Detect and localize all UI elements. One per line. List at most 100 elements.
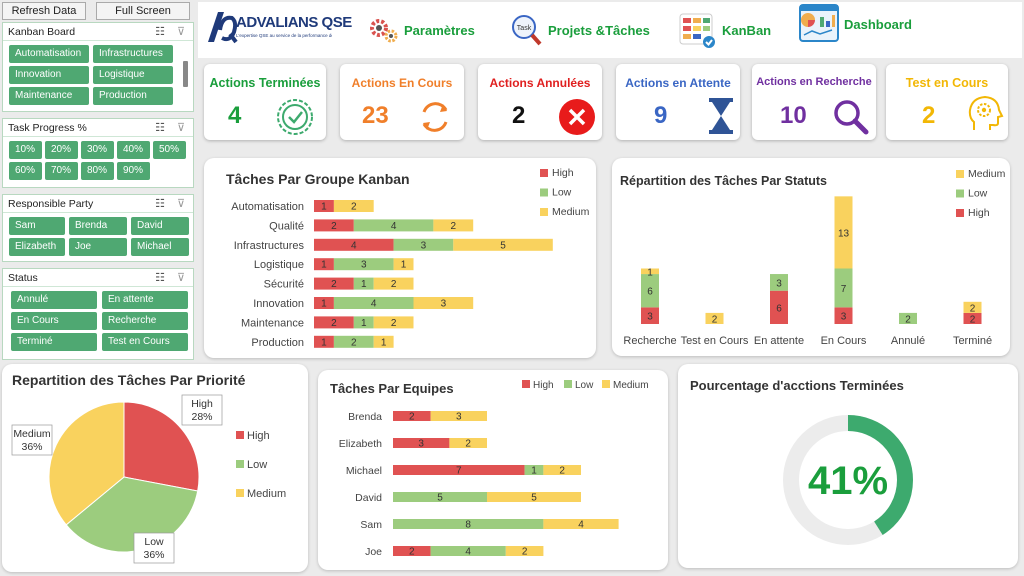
slicer-item-90[interactable]: 90%	[117, 162, 150, 180]
data-label: 2	[465, 439, 471, 450]
data-label: 2	[331, 279, 337, 290]
data-label: 4	[371, 299, 377, 310]
legend-label-medium: Medium	[613, 380, 649, 391]
bar-medium	[449, 438, 487, 448]
full-screen-button[interactable]: Full Screen	[96, 2, 190, 20]
slicer-item-david[interactable]: David	[131, 217, 189, 235]
category-label: Joe	[365, 546, 382, 558]
bar-high	[314, 316, 354, 329]
category-label: Qualité	[269, 220, 304, 232]
nav-projets-taches[interactable]: Task Projets &Tâches	[508, 12, 650, 48]
slicer-item-joe[interactable]: Joe	[69, 238, 127, 256]
slicer-item-20[interactable]: 20%	[45, 141, 78, 159]
slicer-scrollbar[interactable]	[183, 61, 188, 87]
nav-parametres[interactable]: Paramètres	[368, 12, 475, 48]
legend-label-high: High	[533, 380, 554, 391]
bar-medium	[705, 312, 724, 324]
legend-swatch-high	[956, 209, 964, 217]
category-label: Infrastructures	[234, 240, 305, 252]
slicer-item-elizabeth[interactable]: Elizabeth	[9, 238, 65, 256]
slicer-item-30[interactable]: 30%	[81, 141, 114, 159]
slicer-item-en-attente[interactable]: En attente	[102, 291, 188, 309]
data-label: 3	[421, 240, 427, 251]
bar-high	[393, 438, 450, 448]
data-label: 2	[451, 221, 457, 232]
bar-low	[899, 312, 917, 324]
slicer-item-10[interactable]: 10%	[9, 141, 42, 159]
slicer-item-automatisation[interactable]: Automatisation	[9, 45, 89, 63]
slicer-task-progress: Task Progress % ☷ ⊽ 10% 20% 30% 40% 50% …	[2, 118, 194, 188]
data-label: 7	[456, 466, 462, 477]
bar-high	[314, 200, 334, 212]
dashboard-icon	[799, 4, 839, 42]
legend-label-low: Low	[968, 188, 988, 200]
slicer-kanban-board: Kanban Board ☷ ⊽ Automatisation Infrastr…	[2, 22, 194, 112]
bar-low	[333, 335, 374, 348]
slicer-item-brenda[interactable]: Brenda	[69, 217, 127, 235]
slicer-item-production[interactable]: Production	[93, 87, 173, 105]
legend-swatch-medium	[956, 170, 964, 178]
slicer-item-recherche[interactable]: Recherche	[102, 312, 188, 330]
multi-select-icon[interactable]: ☷	[155, 26, 165, 38]
slicer-item-maintenance[interactable]: Maintenance	[9, 87, 89, 105]
legend-label-medium: Medium	[552, 206, 590, 218]
svg-text:Task: Task	[517, 25, 532, 32]
bar-low	[641, 274, 659, 308]
clear-filter-icon[interactable]: ⊽	[176, 198, 185, 210]
refresh-data-button[interactable]: Refresh Data	[2, 2, 86, 20]
kpi-actions-en-recherche: Actions en Recherche 10	[752, 64, 876, 140]
legend-swatch-low	[540, 188, 548, 197]
multi-select-icon[interactable]: ☷	[155, 198, 165, 210]
category-label: Automatisation	[231, 201, 304, 213]
slicer-item-sam[interactable]: Sam	[9, 217, 65, 235]
multi-select-icon[interactable]: ☷	[155, 122, 165, 134]
bar-low	[430, 546, 506, 556]
pie-slice-high	[123, 401, 200, 492]
slicer-item-50[interactable]: 50%	[153, 141, 186, 159]
bar-medium	[543, 519, 619, 529]
slicer-item-infrastructures[interactable]: Infrastructures	[93, 45, 173, 63]
bar-high	[314, 297, 334, 309]
slicer-item-en-cours[interactable]: En Cours	[11, 312, 97, 330]
data-label: 1	[361, 318, 367, 329]
kpi-value: 9	[654, 102, 668, 129]
kpi-value: 4	[228, 102, 242, 129]
data-label: 2	[970, 314, 976, 325]
slicer-item-logistique[interactable]: Logistique	[93, 66, 173, 84]
nav-kanban[interactable]: KanBan	[678, 12, 771, 48]
chart-title: Tâches Par Equipes	[330, 381, 454, 396]
bar-medium	[373, 335, 394, 348]
slicer-title: Responsible Party	[8, 198, 94, 210]
donut-value-arc	[783, 415, 913, 545]
slicer-item-80[interactable]: 80%	[81, 162, 114, 180]
slicer-item-70[interactable]: 70%	[45, 162, 78, 180]
slicer-item-innovation[interactable]: Innovation	[9, 66, 89, 84]
bar-medium	[333, 200, 374, 212]
bar-medium	[487, 492, 581, 502]
nav-projets-label: Projets &Tâches	[548, 22, 650, 38]
chart-kanban-group: Automatisation 1 2 Qualité 2 4 2 Infrastructure…	[231, 167, 590, 349]
clear-filter-icon[interactable]: ⊽	[176, 26, 185, 38]
slicer-item-test-en-cours[interactable]: Test en Cours	[102, 333, 188, 351]
slicer-item-annule[interactable]: Annulé	[11, 291, 97, 309]
nav-dashboard[interactable]: Dashboard	[798, 4, 912, 42]
data-label: 3	[841, 312, 847, 323]
legend-swatch-medium	[236, 489, 244, 497]
slicer-item-michael[interactable]: Michael	[131, 238, 189, 256]
slicer-item-termine[interactable]: Terminé	[11, 333, 97, 351]
data-label: 4	[391, 221, 397, 232]
multi-select-icon[interactable]: ☷	[155, 272, 165, 284]
data-label-box	[181, 394, 223, 426]
nav-kanban-label: KanBan	[722, 22, 772, 38]
category-label: Annulé	[891, 335, 925, 347]
clear-filter-icon[interactable]: ⊽	[176, 122, 185, 134]
advalians-logo[interactable]: ADVALIANS QSE L'expertise QSE au service…	[204, 8, 352, 52]
slicer-item-60[interactable]: 60%	[9, 162, 42, 180]
data-label: 2	[391, 318, 397, 329]
legend-swatch-high	[522, 380, 530, 388]
clear-filter-icon[interactable]: ⊽	[176, 272, 185, 284]
slicer-item-40[interactable]: 40%	[117, 141, 150, 159]
category-label: David	[355, 492, 382, 504]
legend-label-low: Low	[552, 187, 572, 199]
data-label: 3	[647, 312, 653, 323]
